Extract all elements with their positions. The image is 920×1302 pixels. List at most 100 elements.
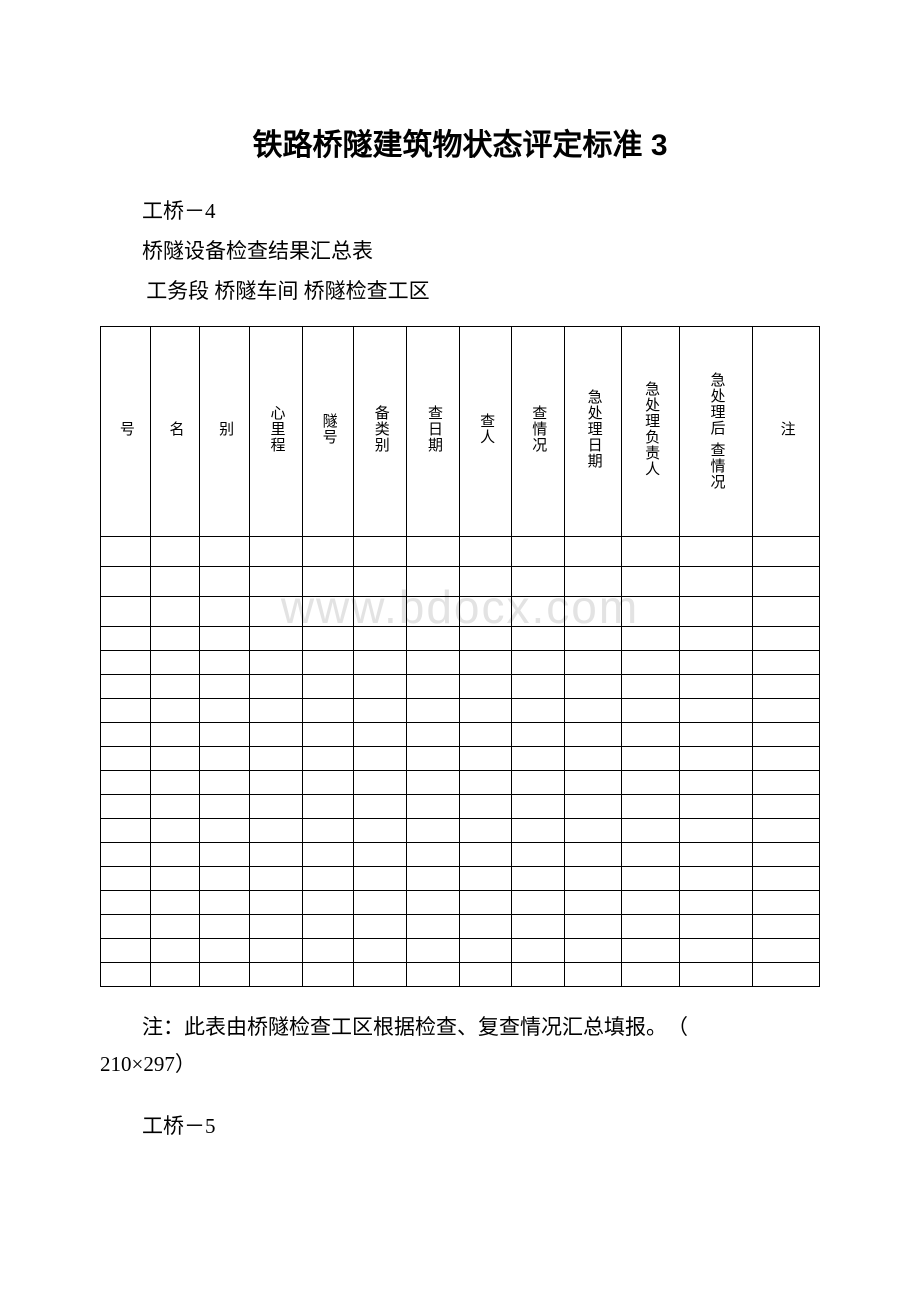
table-cell bbox=[511, 914, 564, 938]
table-cell bbox=[564, 866, 622, 890]
table-cell bbox=[354, 770, 407, 794]
table-cell bbox=[354, 566, 407, 596]
table-cell bbox=[249, 722, 302, 746]
table-cell bbox=[303, 674, 354, 698]
table-cell bbox=[622, 566, 680, 596]
table-cell bbox=[249, 866, 302, 890]
table-cell bbox=[511, 722, 564, 746]
table-cell bbox=[303, 866, 354, 890]
table-cell bbox=[303, 794, 354, 818]
table-header-cell: 急处理负责人 bbox=[622, 326, 680, 536]
table-cell bbox=[511, 596, 564, 626]
table-cell bbox=[679, 650, 752, 674]
table-cell bbox=[753, 962, 820, 986]
table-cell bbox=[622, 866, 680, 890]
table-cell bbox=[249, 536, 302, 566]
table-cell bbox=[622, 698, 680, 722]
table-cell bbox=[303, 746, 354, 770]
table-header-cell: 查人 bbox=[460, 326, 511, 536]
table-cell bbox=[200, 536, 250, 566]
table-header-cell: 别 bbox=[200, 326, 250, 536]
table-cell bbox=[622, 818, 680, 842]
table-cell bbox=[407, 722, 460, 746]
table-cell bbox=[249, 794, 302, 818]
table-cell bbox=[679, 596, 752, 626]
table-header-cell: 号 bbox=[101, 326, 151, 536]
table-cell bbox=[622, 914, 680, 938]
table-cell bbox=[460, 536, 511, 566]
table-cell bbox=[354, 722, 407, 746]
table-cell bbox=[150, 794, 200, 818]
summary-table: 号名别心里程隧号备类别查日期查人查情况急处理日期急处理负责人急处理后查情况注 bbox=[100, 326, 820, 987]
table-cell bbox=[407, 890, 460, 914]
table-cell bbox=[101, 938, 151, 962]
table-cell bbox=[460, 962, 511, 986]
table-cell bbox=[622, 650, 680, 674]
table-row bbox=[101, 962, 820, 986]
table-cell bbox=[622, 536, 680, 566]
table-cell bbox=[200, 698, 250, 722]
table-cell bbox=[249, 938, 302, 962]
table-cell bbox=[622, 938, 680, 962]
table-row bbox=[101, 818, 820, 842]
table-cell bbox=[200, 794, 250, 818]
table-cell bbox=[354, 626, 407, 650]
table-cell bbox=[622, 890, 680, 914]
table-cell bbox=[303, 722, 354, 746]
table-cell bbox=[200, 566, 250, 596]
table-cell bbox=[511, 746, 564, 770]
table-cell bbox=[753, 566, 820, 596]
table-header-cell: 急处理日期 bbox=[564, 326, 622, 536]
table-cell bbox=[460, 914, 511, 938]
table-cell bbox=[407, 914, 460, 938]
summary-table-wrap: 号名别心里程隧号备类别查日期查人查情况急处理日期急处理负责人急处理后查情况注 bbox=[100, 326, 820, 987]
table-cell bbox=[511, 536, 564, 566]
table-row bbox=[101, 746, 820, 770]
table-cell bbox=[200, 770, 250, 794]
table-cell bbox=[303, 536, 354, 566]
table-cell bbox=[150, 650, 200, 674]
table-cell bbox=[753, 842, 820, 866]
table-cell bbox=[354, 674, 407, 698]
table-cell bbox=[303, 596, 354, 626]
table-cell bbox=[407, 866, 460, 890]
table-cell bbox=[753, 626, 820, 650]
table-cell bbox=[354, 866, 407, 890]
table-cell bbox=[150, 842, 200, 866]
table-cell bbox=[407, 650, 460, 674]
table-cell bbox=[249, 746, 302, 770]
table-cell bbox=[460, 818, 511, 842]
table-cell bbox=[249, 818, 302, 842]
table-cell bbox=[150, 866, 200, 890]
table-cell bbox=[354, 890, 407, 914]
table-cell bbox=[753, 536, 820, 566]
table-cell bbox=[303, 914, 354, 938]
table-cell bbox=[407, 962, 460, 986]
table-cell bbox=[511, 650, 564, 674]
table-cell bbox=[354, 818, 407, 842]
table-cell bbox=[150, 596, 200, 626]
table-cell bbox=[249, 674, 302, 698]
table-cell bbox=[407, 698, 460, 722]
table-cell bbox=[354, 698, 407, 722]
table-cell bbox=[460, 566, 511, 596]
table-cell bbox=[101, 626, 151, 650]
table-cell bbox=[564, 650, 622, 674]
table-row bbox=[101, 842, 820, 866]
footnote-line1: 注：此表由桥隧检查工区根据检查、复查情况汇总填报。 （ bbox=[100, 1009, 820, 1047]
table-cell bbox=[460, 674, 511, 698]
page-content: 铁路桥隧建筑物状态评定标准 3 工桥－4 桥隧设备检查结果汇总表 工务段 桥隧车… bbox=[100, 120, 820, 1140]
table-cell bbox=[407, 626, 460, 650]
table-cell bbox=[564, 722, 622, 746]
table-header-cell: 查日期 bbox=[407, 326, 460, 536]
table-cell bbox=[407, 794, 460, 818]
table-row bbox=[101, 626, 820, 650]
table-cell bbox=[753, 890, 820, 914]
table-cell bbox=[679, 536, 752, 566]
table-cell bbox=[407, 674, 460, 698]
table-header-row: 号名别心里程隧号备类别查日期查人查情况急处理日期急处理负责人急处理后查情况注 bbox=[101, 326, 820, 536]
table-cell bbox=[354, 938, 407, 962]
table-cell bbox=[354, 746, 407, 770]
table-cell bbox=[200, 626, 250, 650]
table-row bbox=[101, 536, 820, 566]
